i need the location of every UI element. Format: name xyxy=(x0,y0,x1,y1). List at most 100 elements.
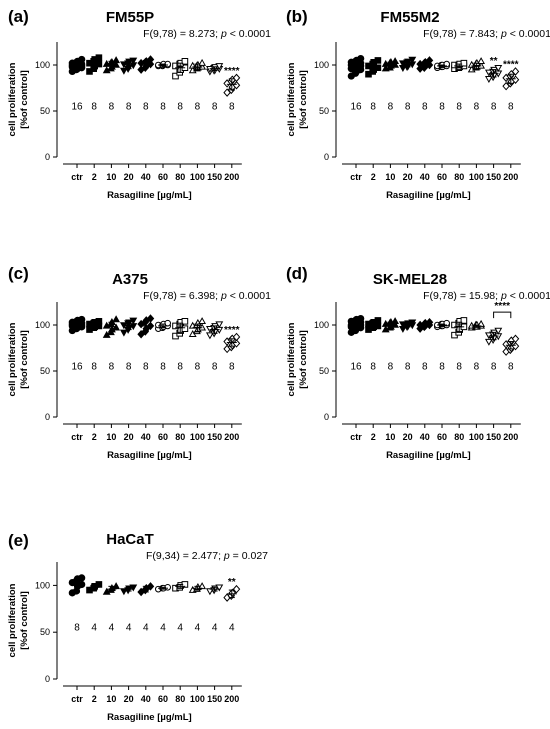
y-axis-label: cell proliferation xyxy=(286,62,297,136)
n-label: 8 xyxy=(212,101,218,112)
stat-prefix: F(9,78) = 15.98; xyxy=(423,290,501,302)
n-label: 4 xyxy=(195,623,201,634)
data-point xyxy=(374,57,382,64)
data-point xyxy=(232,332,241,342)
n-label: 8 xyxy=(456,361,462,372)
stat-suffix: < 0.0001 xyxy=(507,290,550,302)
y-tick-label: 0 xyxy=(45,412,50,422)
y-tick-label: 100 xyxy=(35,580,50,590)
data-point xyxy=(129,317,138,325)
data-point xyxy=(357,314,365,323)
stat-prefix: F(9,78) = 8.273; xyxy=(143,28,221,40)
n-label: 8 xyxy=(143,101,149,112)
stat-p-symbol: p xyxy=(500,290,507,302)
chart-panel-3: (c) A375 F(9,78) = 6.398; p < 0.0001 0 50 100… xyxy=(7,264,271,461)
x-tick-label: 100 xyxy=(469,432,484,442)
chart-panel-1: (a) FM55P F(9,78) = 8.273; p < 0.0001 0 50 10… xyxy=(7,7,271,201)
x-tick-label: 80 xyxy=(175,432,185,442)
n-label: 4 xyxy=(177,623,183,634)
data-point xyxy=(146,314,155,323)
data-point xyxy=(460,59,468,67)
data-point xyxy=(232,584,241,594)
x-tick-label: 10 xyxy=(106,694,116,704)
x-tick-label: 2 xyxy=(92,432,97,442)
x-tick-label: 20 xyxy=(403,432,413,442)
x-tick-label: ctr xyxy=(350,172,362,182)
x-tick-label: ctr xyxy=(71,432,83,442)
data-point xyxy=(215,584,224,592)
n-label: 8 xyxy=(422,101,428,112)
data-point xyxy=(425,56,434,65)
n-label: 8 xyxy=(74,623,80,634)
n-label: 8 xyxy=(177,361,183,372)
x-axis-label: Rasagiline [µg/mL] xyxy=(386,450,471,461)
data-point xyxy=(95,581,103,588)
x-tick-label: 40 xyxy=(420,432,430,442)
n-label: 16 xyxy=(71,361,83,372)
n-label: 8 xyxy=(388,361,394,372)
x-tick-label: 100 xyxy=(190,432,205,442)
x-tick-label: 20 xyxy=(124,432,134,442)
n-label: 8 xyxy=(195,101,201,112)
x-tick-label: 20 xyxy=(124,694,134,704)
x-tick-label: 20 xyxy=(403,172,413,182)
n-label: 8 xyxy=(91,101,97,112)
x-tick-label: 150 xyxy=(207,694,222,704)
y-tick-label: 50 xyxy=(40,106,50,116)
significance-label: **** xyxy=(503,59,519,70)
data-point xyxy=(232,73,241,83)
n-label: 8 xyxy=(91,361,97,372)
y-tick-label: 50 xyxy=(319,106,329,116)
data-point xyxy=(78,55,86,64)
x-tick-label: 80 xyxy=(454,172,464,182)
x-tick-label: 150 xyxy=(207,172,222,182)
n-label: 4 xyxy=(109,623,115,634)
data-point xyxy=(181,318,189,325)
x-tick-label: 10 xyxy=(385,432,395,442)
data-point xyxy=(95,318,103,325)
n-label: 16 xyxy=(350,101,362,112)
n-label: 8 xyxy=(474,101,480,112)
n-label: 8 xyxy=(160,101,166,112)
y-axis-label: cell proliferation xyxy=(286,322,297,396)
x-tick-label: 100 xyxy=(190,694,205,704)
x-tick-label: 100 xyxy=(190,172,205,182)
data-point xyxy=(146,582,155,591)
stat-p-symbol: p xyxy=(223,550,230,562)
x-tick-label: 80 xyxy=(454,432,464,442)
panel-title: SK-MEL28 xyxy=(373,271,447,288)
n-label: 8 xyxy=(474,361,480,372)
y-tick-label: 100 xyxy=(314,60,329,70)
panel-letter: (b) xyxy=(286,7,308,26)
data-point xyxy=(425,317,434,327)
x-tick-label: ctr xyxy=(350,432,362,442)
stat-suffix: < 0.0001 xyxy=(227,28,271,40)
x-tick-label: 2 xyxy=(92,694,97,704)
data-point xyxy=(391,317,400,325)
n-label: 4 xyxy=(91,623,97,634)
n-label: 4 xyxy=(212,623,218,634)
x-tick-label: 40 xyxy=(141,432,151,442)
stat-prefix: F(9,78) = 6.398; xyxy=(143,290,221,302)
data-point xyxy=(129,584,138,592)
y-tick-label: 50 xyxy=(319,366,329,376)
data-point xyxy=(198,58,207,66)
data-point xyxy=(408,56,417,64)
n-label: 8 xyxy=(491,101,497,112)
data-point xyxy=(95,54,103,61)
x-tick-label: 2 xyxy=(92,172,97,182)
n-label: 8 xyxy=(491,361,497,372)
data-point xyxy=(408,319,417,327)
x-tick-label: 10 xyxy=(106,172,116,182)
stat-p-symbol: p xyxy=(220,290,227,302)
x-tick-label: 60 xyxy=(437,172,447,182)
n-label: 8 xyxy=(177,101,183,112)
x-axis-label: Rasagiline [µg/mL] xyxy=(107,450,192,461)
y-axis-label: [%of control] xyxy=(19,70,30,129)
x-tick-label: 200 xyxy=(224,694,239,704)
x-tick-label: 150 xyxy=(486,172,501,182)
n-label: 8 xyxy=(439,361,445,372)
x-tick-label: 2 xyxy=(371,432,376,442)
data-point xyxy=(215,63,224,71)
stat-annotation: F(9,78) = 6.398; p < 0.0001 xyxy=(143,290,271,302)
